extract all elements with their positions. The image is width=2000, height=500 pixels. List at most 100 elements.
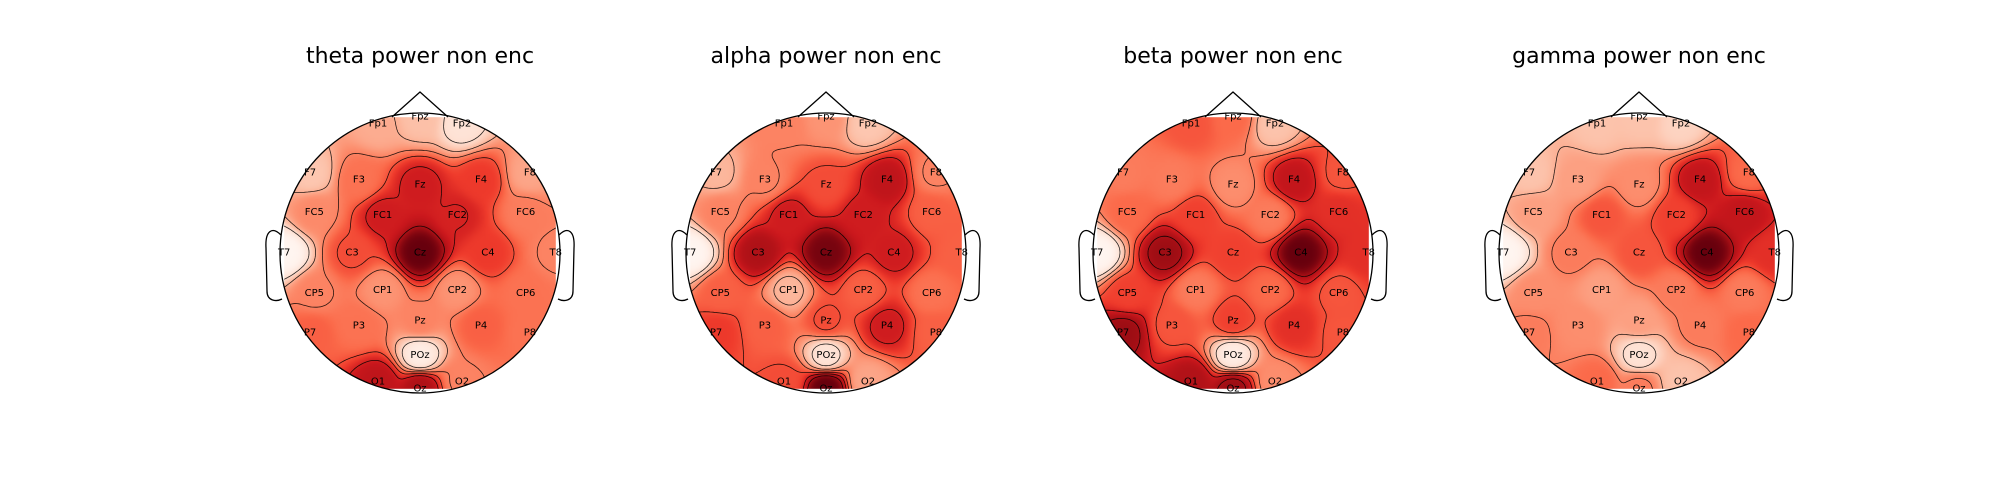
electrode-label: P3 xyxy=(1166,320,1178,331)
electrode-label: F4 xyxy=(475,175,487,186)
contour-line xyxy=(690,148,931,389)
electrode-label: CP6 xyxy=(516,288,535,299)
electrode-label: FC6 xyxy=(1735,207,1754,218)
electrode-label: FC5 xyxy=(711,207,730,218)
electrode-label: F8 xyxy=(524,168,536,179)
topomap-panel: beta power non enc Fp1 Fpz Fp2 F7 F3 Fz F4 F8 FC5… xyxy=(1078,44,1388,394)
left-ear-outline xyxy=(265,230,283,302)
electrode-label: FC6 xyxy=(922,207,941,218)
electrode-label: T7 xyxy=(277,248,290,259)
topomap-panel: theta power non enc Fp1 Fpz Fp2 F7 F3 Fz F4 F8 FC… xyxy=(265,44,575,394)
electrode-label: FC1 xyxy=(373,210,392,221)
electrode-label: C4 xyxy=(1294,248,1307,259)
electrode-label: F7 xyxy=(710,168,722,179)
topomap-panel: alpha power non enc Fp1 Fpz Fp2 F7 F3 Fz F4 F8 FC… xyxy=(671,44,981,394)
electrode-label: P8 xyxy=(524,327,536,338)
electrode-label: F3 xyxy=(353,175,365,186)
electrode-label: P7 xyxy=(1117,327,1129,338)
topomap-heatmap xyxy=(284,117,556,389)
electrode-label: FC1 xyxy=(1186,210,1205,221)
nose-outline xyxy=(391,91,449,118)
head-outline xyxy=(685,112,967,394)
electrode-label: P3 xyxy=(353,320,365,331)
electrode-label: Fp2 xyxy=(453,118,471,129)
electrode-label: F8 xyxy=(1337,168,1349,179)
electrode-label: CP5 xyxy=(305,288,324,299)
electrode-label: O1 xyxy=(1590,377,1604,388)
electrode-label: FC5 xyxy=(1118,207,1137,218)
electrode-label: FC6 xyxy=(1329,207,1348,218)
electrode-label: F3 xyxy=(759,175,771,186)
electrode-label: Fpz xyxy=(817,112,834,123)
electrode-label: T7 xyxy=(1496,248,1509,259)
electrode-label: Fp2 xyxy=(859,118,877,129)
electrode-label: POz xyxy=(1629,350,1648,361)
electrode-label: Fpz xyxy=(411,112,428,123)
electrode-label: FC2 xyxy=(448,210,467,221)
electrode-label: O1 xyxy=(777,377,791,388)
contour-line xyxy=(733,157,914,389)
electrode-label: FC1 xyxy=(779,210,798,221)
contour-line xyxy=(1097,227,1252,368)
electrode-label: CP5 xyxy=(1118,288,1137,299)
electrode-label: F3 xyxy=(1572,175,1584,186)
electrode-label: Pz xyxy=(820,315,831,326)
electrode-label: Fp2 xyxy=(1672,118,1690,129)
electrode-label: Fp1 xyxy=(775,118,793,129)
electrode-label: P8 xyxy=(1743,327,1755,338)
left-ear-outline xyxy=(671,230,689,302)
electrode-label: C3 xyxy=(1158,248,1171,259)
left-ear-outline xyxy=(1078,230,1096,302)
electrode-label: CP2 xyxy=(1261,285,1280,296)
electrode-label: FC1 xyxy=(1592,210,1611,221)
electrode-label: FC5 xyxy=(1524,207,1543,218)
electrode-label: C4 xyxy=(1700,248,1713,259)
electrode-label: F7 xyxy=(1117,168,1129,179)
electrode-label: F8 xyxy=(930,168,942,179)
contour-line xyxy=(802,227,852,389)
electrode-label: P8 xyxy=(930,327,942,338)
contour-line xyxy=(1096,117,1307,371)
electrode-label: T7 xyxy=(683,248,696,259)
contour-line xyxy=(1650,149,1776,290)
panel-title: beta power non enc xyxy=(1123,44,1343,69)
electrode-label: P7 xyxy=(304,327,316,338)
electrode-label: Fp1 xyxy=(1182,118,1200,129)
electrode-label: Oz xyxy=(1632,383,1645,394)
electrode-label: CP6 xyxy=(1735,288,1754,299)
electrode-label: Oz xyxy=(819,383,832,394)
contour-line xyxy=(1683,226,1734,276)
electrode-label: Fz xyxy=(1227,180,1238,191)
electrode-label: P7 xyxy=(1523,327,1535,338)
electrode-label: F4 xyxy=(881,175,893,186)
electrode-label: Fpz xyxy=(1224,112,1241,123)
electrode-label: Cz xyxy=(1633,248,1645,259)
electrode-label: P4 xyxy=(1288,320,1300,331)
electrode-label: P8 xyxy=(1337,327,1349,338)
electrode-label: F3 xyxy=(1166,175,1178,186)
electrode-label: FC2 xyxy=(1667,210,1686,221)
electrode-label: POz xyxy=(1223,350,1242,361)
head-outline xyxy=(1092,112,1374,394)
electrode-label: FC5 xyxy=(305,207,324,218)
right-ear-outline xyxy=(557,230,575,302)
topomap-panel: gamma power non enc Fp1 Fpz Fp2 F7 F3 Fz F4 F8 FC… xyxy=(1484,44,1794,394)
electrode-label: Cz xyxy=(1227,248,1239,259)
left-ear-outline xyxy=(1484,230,1502,302)
topomap-panels: theta power non enc Fp1 Fpz Fp2 F7 F3 Fz F4 F8 FC… xyxy=(265,44,1794,394)
electrode-label: Oz xyxy=(1226,383,1239,394)
contour-line xyxy=(395,225,445,276)
electrode-label: Fpz xyxy=(1630,112,1647,123)
electrode-label: CP1 xyxy=(1592,285,1611,296)
panel-title: alpha power non enc xyxy=(711,44,942,69)
electrode-label: P4 xyxy=(475,320,487,331)
panel-title: theta power non enc xyxy=(306,44,534,69)
topomap-heatmap xyxy=(690,117,962,389)
contour-line xyxy=(1097,157,1339,389)
electrode-label: P3 xyxy=(759,320,771,331)
contour-line xyxy=(1675,158,1776,282)
electrode-label: Pz xyxy=(1633,315,1644,326)
panel-title: gamma power non enc xyxy=(1512,44,1766,69)
electrode-label: CP1 xyxy=(373,285,392,296)
nose-outline xyxy=(1204,91,1262,118)
